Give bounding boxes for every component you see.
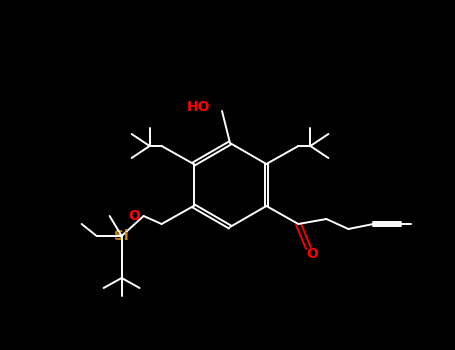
Text: HO: HO [186, 100, 210, 114]
Text: O: O [306, 247, 318, 261]
Text: O: O [129, 209, 141, 223]
Text: Si: Si [114, 229, 129, 243]
